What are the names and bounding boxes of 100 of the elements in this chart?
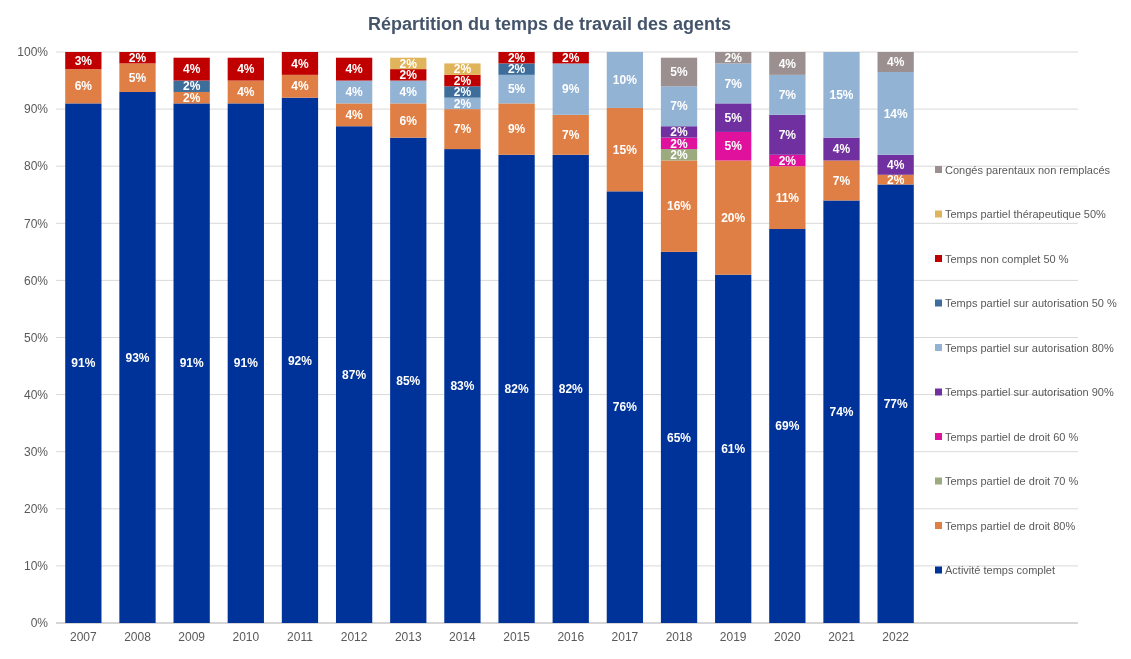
y-tick-label: 60% <box>23 273 49 288</box>
bar <box>715 63 752 104</box>
y-tick-label: 100% <box>17 45 49 60</box>
x-tick-label: 2018 <box>665 630 693 644</box>
bar <box>769 229 806 623</box>
data-label: 69% <box>775 419 800 434</box>
data-label: 7% <box>562 127 580 142</box>
data-label: 15% <box>612 142 638 157</box>
bar <box>173 103 210 623</box>
x-tick-label: 2007 <box>70 630 98 644</box>
data-label: 4% <box>778 56 797 71</box>
data-label: 6% <box>74 79 93 94</box>
data-label: 87% <box>342 367 367 382</box>
data-label: 3% <box>74 53 93 68</box>
data-label: 5% <box>507 82 526 97</box>
x-tick-label: 2022 <box>882 630 910 644</box>
data-label: 10% <box>612 73 638 88</box>
data-label: 2% <box>128 50 147 65</box>
legend-label: Temps partiel de droit 80% <box>945 519 1076 532</box>
data-label: 91% <box>233 356 259 371</box>
data-label: 4% <box>291 56 309 71</box>
data-label: 4% <box>237 85 255 100</box>
data-label: 93% <box>125 350 150 365</box>
bar <box>444 109 481 150</box>
y-tick-label: 40% <box>23 387 49 402</box>
data-label: 7% <box>832 173 851 188</box>
data-label: 77% <box>883 396 908 411</box>
data-label: 4% <box>345 85 364 100</box>
data-label: 14% <box>883 106 908 121</box>
bar <box>715 160 752 275</box>
bar <box>606 107 644 192</box>
data-label: 15% <box>829 88 854 103</box>
data-label: 16% <box>667 199 692 214</box>
data-label: 5% <box>670 65 689 80</box>
data-label: 2% <box>886 172 905 187</box>
y-tick-label: 30% <box>23 444 49 459</box>
data-label: 83% <box>450 379 475 394</box>
bar <box>281 97 319 623</box>
bar <box>498 103 535 155</box>
x-tick-label: 2019 <box>719 630 747 644</box>
legend-label: Temps partiel de droit 60 % <box>945 430 1079 443</box>
data-label: 4% <box>237 62 255 77</box>
data-label: 6% <box>399 113 418 128</box>
data-label: 7% <box>670 99 689 114</box>
bar <box>606 52 644 108</box>
bar <box>877 71 914 155</box>
data-label: 74% <box>829 404 854 419</box>
data-label: 91% <box>71 356 96 371</box>
data-label: 4% <box>886 55 905 70</box>
legend-label: Temps non complet 50 % <box>945 252 1069 265</box>
data-label: 2% <box>778 153 797 168</box>
x-tick-label: 2016 <box>557 630 585 644</box>
bar <box>444 149 481 623</box>
data-label: 4% <box>345 62 364 77</box>
y-tick-label: 80% <box>23 159 49 174</box>
data-label: 82% <box>504 382 529 397</box>
legend-label: Temps partiel sur autorisation 80% <box>945 341 1114 354</box>
y-tick-label: 20% <box>23 502 49 516</box>
data-label: 2% <box>399 68 418 83</box>
data-label: 7% <box>778 127 797 142</box>
x-tick-label: 2021 <box>828 630 856 644</box>
bar <box>606 191 644 623</box>
x-tick-label: 2020 <box>773 630 802 644</box>
data-label: 7% <box>778 88 797 103</box>
bar <box>769 74 806 115</box>
bar <box>660 86 698 127</box>
data-label: 92% <box>287 353 313 368</box>
bar <box>552 114 589 155</box>
data-label: 5% <box>128 70 147 85</box>
data-label: 82% <box>558 382 584 397</box>
y-tick-label: 10% <box>23 559 49 574</box>
data-label: 65% <box>667 430 692 445</box>
bar <box>335 126 373 623</box>
data-label: 11% <box>775 190 800 205</box>
data-label: 91% <box>179 356 204 371</box>
data-label: 4% <box>886 157 905 172</box>
bar <box>390 103 427 138</box>
bar <box>227 103 264 623</box>
data-label: 4% <box>291 79 309 94</box>
bar <box>119 63 156 92</box>
bar <box>823 52 860 138</box>
bar <box>823 160 860 201</box>
x-tick-label: 2008 <box>124 630 152 644</box>
data-label: 4% <box>832 142 851 157</box>
legend-label: Temps partiel thérapeutique 50% <box>945 208 1107 221</box>
x-tick-label: 2011 <box>287 630 314 644</box>
bar <box>65 103 102 623</box>
data-label: 2% <box>507 62 526 77</box>
data-label: 7% <box>453 122 472 137</box>
legend-label: Temps partiel de droit 70 % <box>945 475 1079 488</box>
data-label: 85% <box>396 373 421 388</box>
bar <box>769 114 806 155</box>
bar <box>552 63 589 115</box>
bar <box>660 160 698 252</box>
legend-label: Temps partiel sur autorisation 50 % <box>945 297 1118 310</box>
x-tick-label: 2014 <box>449 630 477 644</box>
data-label: 4% <box>399 85 418 100</box>
data-label: 2% <box>724 50 743 65</box>
bar <box>552 154 589 623</box>
data-label: 61% <box>721 442 746 457</box>
